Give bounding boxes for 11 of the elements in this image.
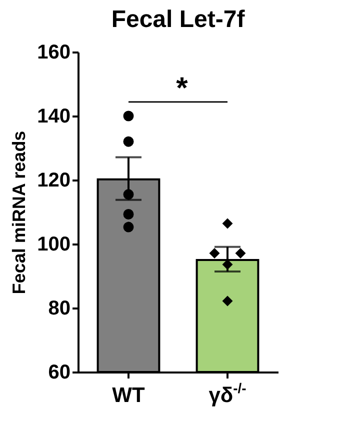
y-tick-label: 140 [37,106,70,128]
y-axis-title: Fecal miRNA reads [9,130,30,294]
y-tick-label: 80 [48,298,70,320]
annotation: * [176,72,188,105]
x-tick-label: WT [112,384,145,407]
x-tick-label: γδ-/- [208,380,247,407]
chart-title: Fecal Let-7f [111,6,246,33]
y-tick-label: 120 [37,170,70,192]
y-tick-label: 60 [48,362,70,384]
y-tick-label: 100 [37,234,70,256]
y-tick-label: 160 [37,42,70,64]
